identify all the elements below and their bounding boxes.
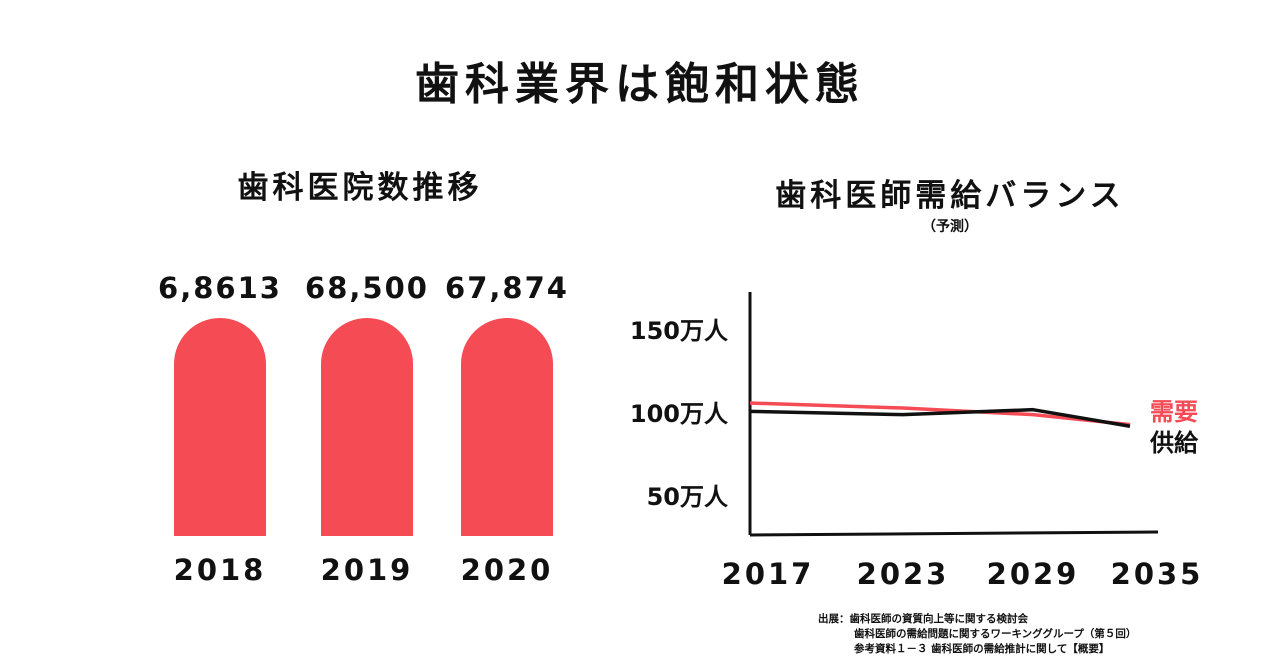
- x-tick-label-2023: 2023: [857, 557, 950, 591]
- y-tick-label-50: 50万人: [647, 483, 728, 511]
- bar-category-label-2018: 2018: [174, 553, 267, 587]
- x-axis-line: [749, 530, 1159, 537]
- bar-chart-title: 歯科医院数推移: [237, 170, 483, 206]
- y-tick-label-100: 100万人: [630, 400, 728, 428]
- bar-value-label-2019: 68,500: [305, 271, 429, 305]
- x-tick-label-2029: 2029: [987, 557, 1080, 591]
- bar-2019: [321, 318, 413, 536]
- line-chart-title: 歯科医師需給バランス: [775, 178, 1125, 214]
- bar-category-label-2020: 2020: [461, 553, 554, 587]
- page-title: 歯科業界は飽和状態: [415, 59, 865, 110]
- bar-value-label-2018: 6,8613: [158, 271, 282, 305]
- line-chart-subtitle: （予測）: [922, 219, 978, 235]
- footnote-line-3: 参考資料１－３ 歯科医師の需給推計に関して【概要】: [854, 643, 1110, 655]
- y-tick-label-150: 150万人: [630, 317, 728, 345]
- x-tick-label-2035: 2035: [1111, 557, 1204, 591]
- series-line-supply: [749, 407, 1131, 429]
- bar-2020: [461, 318, 553, 536]
- bar-value-label-2020: 67,874: [445, 271, 569, 305]
- source-footnote: 出展：歯科医師の資質向上等に関する検討会歯科医師の需給問題に関するワーキンググル…: [818, 612, 1136, 657]
- legend-label-demand: 需要: [1150, 398, 1198, 426]
- footnote-line-1: 出展：歯科医師の資質向上等に関する検討会: [818, 613, 1028, 625]
- bar-category-label-2019: 2019: [321, 553, 414, 587]
- legend-label-supply: 供給: [1149, 429, 1199, 457]
- x-tick-label-2017: 2017: [722, 557, 815, 591]
- bar-2018: [174, 318, 266, 536]
- footnote-line-2: 歯科医師の需給問題に関するワーキンググループ（第５回）: [854, 628, 1137, 640]
